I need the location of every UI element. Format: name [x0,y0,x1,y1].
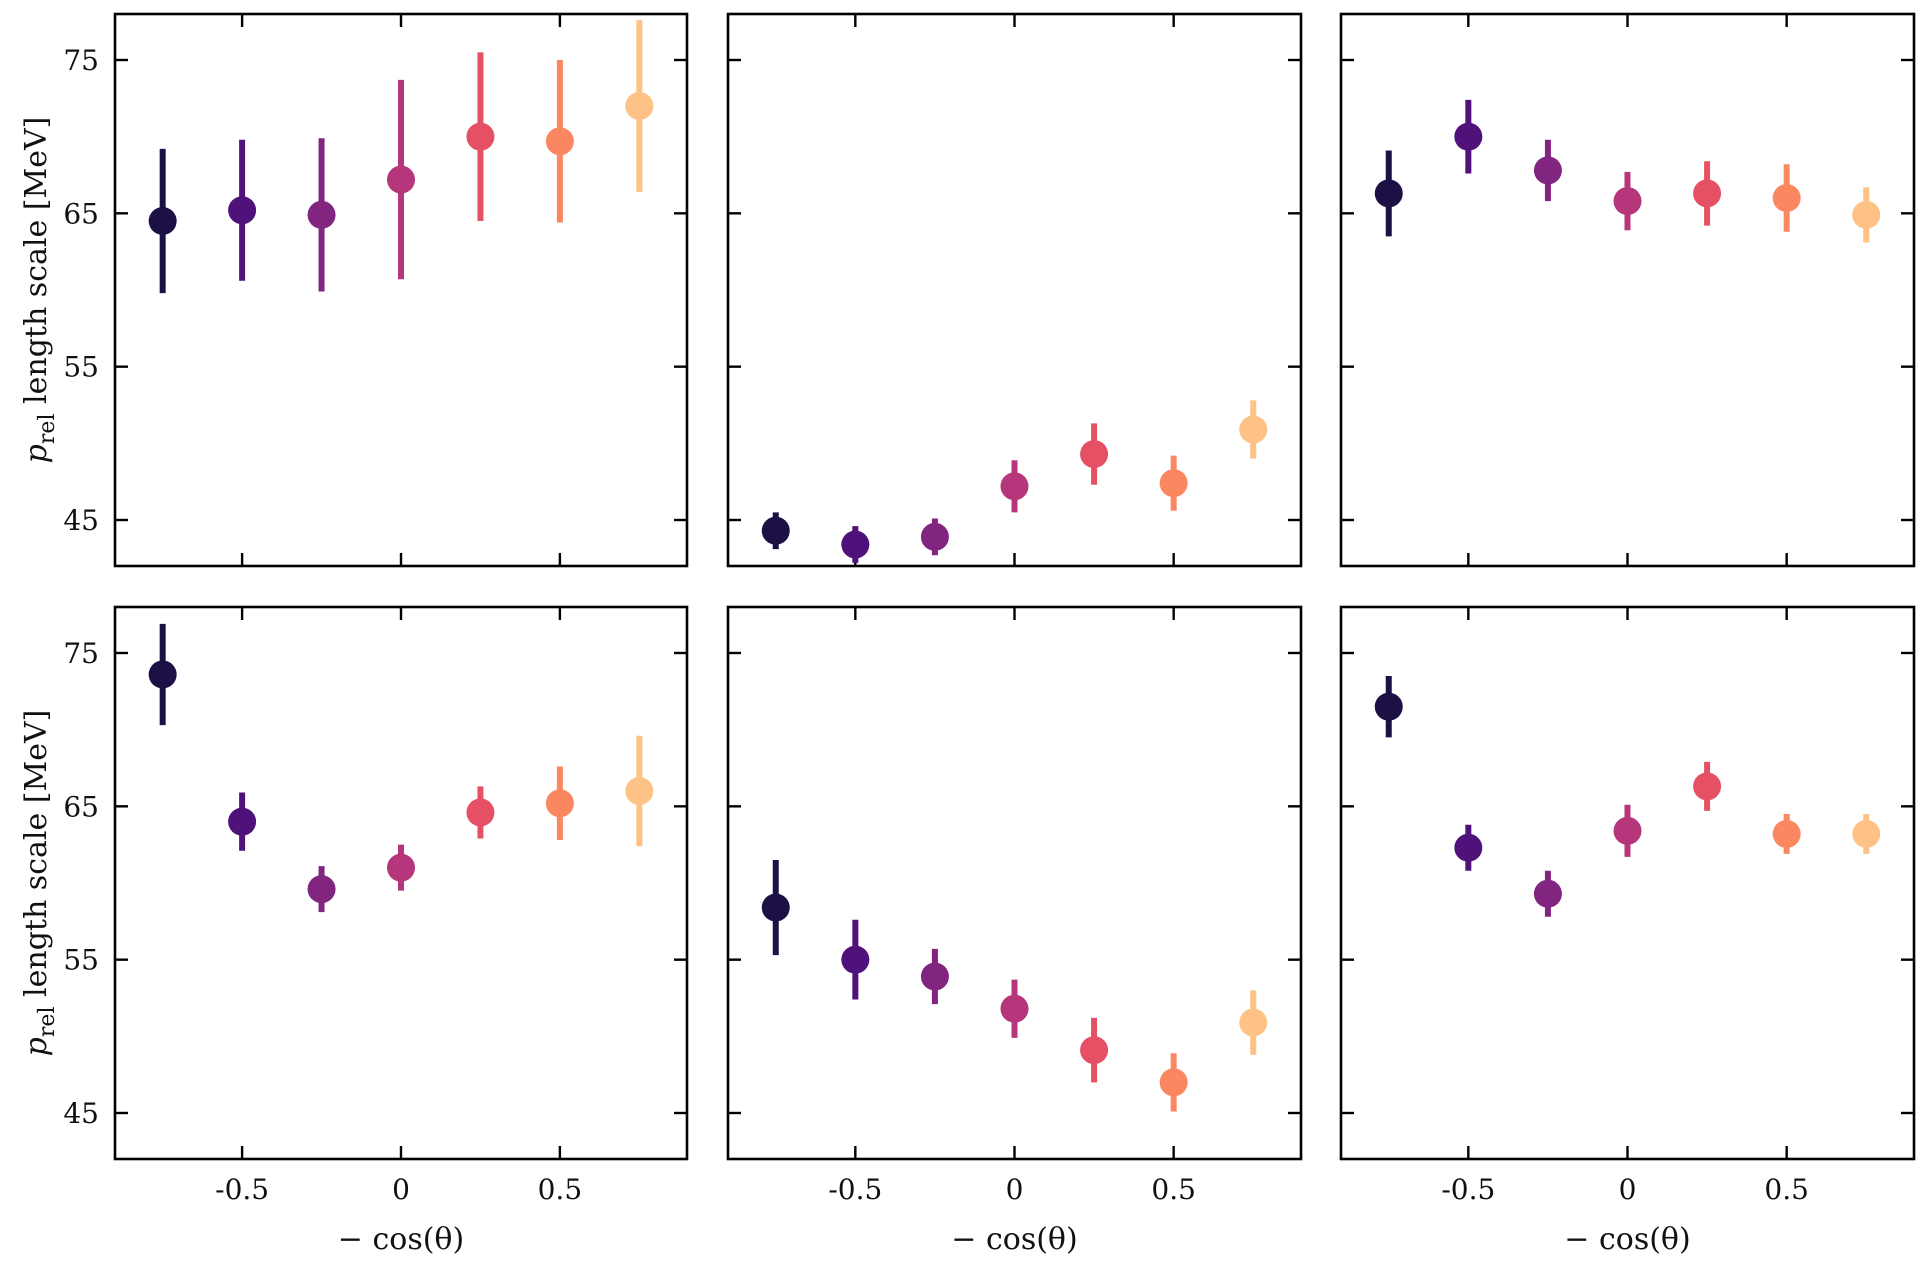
data-point [466,798,495,827]
data-point [545,789,574,818]
data-point [1693,179,1722,208]
data-point [228,196,257,225]
data-point [1374,692,1403,721]
data-point [307,200,336,229]
data-point [1000,472,1029,501]
y-axis-label-rest: length scale [MeV] [19,710,54,1007]
data-point [1533,156,1562,185]
panel-top-left: 45 55 65 75 prel length scale [MeV] [19,12,689,568]
x-tick-label: -0.5 [215,1173,269,1206]
y-axis-label-sub: rel [35,414,60,445]
y-axis-label: prel length scale [MeV] [19,710,60,1057]
y-tick-label: 75 [63,637,99,670]
x-tick-label: 0.5 [1151,1173,1196,1206]
data-point [387,165,415,194]
data-point [307,875,336,904]
y-tick-label: 55 [63,944,99,977]
panel-top-right [1339,12,1916,568]
data-point [148,660,177,689]
x-axis-label: − cos(θ) [951,1222,1077,1257]
data-point [1239,415,1268,444]
y-axis-label: prel length scale [MeV] [19,117,60,464]
data-point [1080,440,1109,469]
x-tick-label: 0.5 [1764,1173,1809,1206]
y-axis-label-var: p [19,1037,54,1056]
x-tick-label: -0.5 [1441,1173,1495,1206]
axes-frame [1339,12,1916,568]
data-point [625,777,654,805]
y-axis-label-var: p [19,444,54,463]
data-point [1693,772,1722,801]
data-point [841,530,870,559]
data-point [920,962,949,991]
data-point [1613,816,1642,845]
data-point [545,127,574,156]
y-tick-label: 65 [63,790,99,823]
data-point [841,945,870,974]
data-point [1533,879,1562,908]
y-tick-label: 45 [63,1097,99,1130]
y-axis-label-sub: rel [35,1007,60,1038]
data-point [387,853,415,882]
data-point [1852,200,1881,229]
x-tick-label: -0.5 [828,1173,882,1206]
data-point [1852,819,1881,848]
data-point [1772,819,1801,848]
x-axis-label: − cos(θ) [338,1222,464,1257]
data-point [228,807,257,836]
y-tick-label: 65 [63,197,99,230]
y-axis-label-rest: length scale [MeV] [19,117,54,414]
x-tick-label: 0 [1619,1173,1637,1206]
data-point [761,893,790,922]
data-point [1159,469,1188,498]
data-point [1080,1036,1109,1065]
data-point [1454,122,1483,151]
panel-bottom-center: -0.5 0 0.5 − cos(θ) [726,605,1303,1257]
data-point [466,122,495,151]
x-axis-label: − cos(θ) [1564,1222,1690,1257]
panel-bottom-left: 45 55 65 75 -0.5 0 0.5 − cos(θ) prel length scal… [19,605,689,1257]
y-tick-label: 55 [63,351,99,384]
data-point [1159,1068,1188,1097]
y-tick-label: 45 [63,504,99,537]
data-point [1000,994,1029,1023]
x-tick-label: 0 [1006,1173,1024,1206]
axes-frame [1339,605,1916,1161]
data-point [1454,833,1483,862]
x-tick-label: 0.5 [538,1173,583,1206]
data-point [920,522,949,551]
data-point [761,516,790,545]
panel-top-center [726,12,1303,568]
data-point [148,207,177,235]
data-point [1772,184,1801,212]
y-tick-label: 75 [63,44,99,77]
panel-bottom-right: -0.5 0 0.5 − cos(θ) [1339,605,1916,1257]
x-tick-label: 0 [392,1173,410,1206]
axes-frame [726,605,1303,1161]
data-point [1239,1008,1268,1037]
data-point [1613,187,1642,216]
data-point [1374,179,1403,208]
data-point [625,92,654,120]
